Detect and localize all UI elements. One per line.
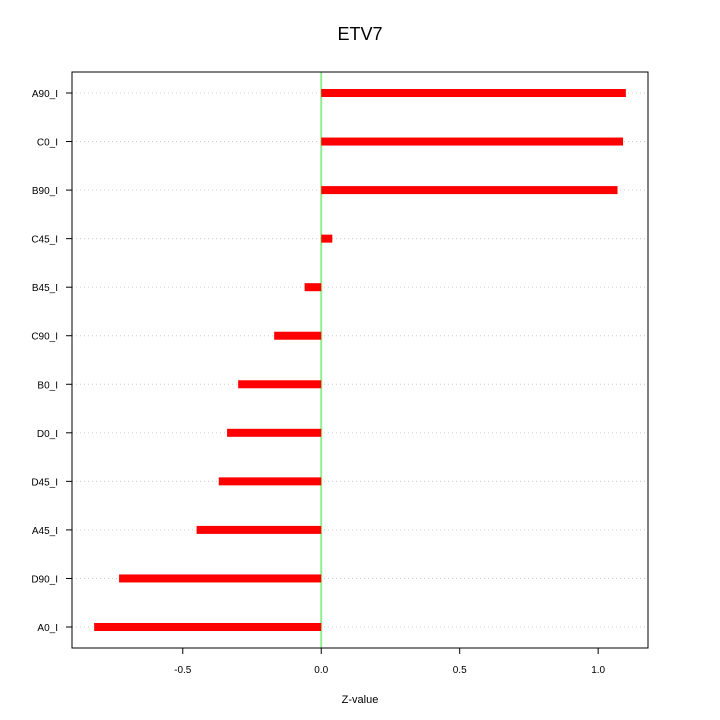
- y-tick-label: B90_I: [32, 186, 58, 197]
- y-tick-label: B0_I: [37, 380, 58, 391]
- bar-d90-i: [119, 574, 322, 583]
- grid-lines: [72, 92, 648, 628]
- y-tick-label: A0_I: [37, 623, 58, 634]
- bar-c45-i: [321, 234, 333, 243]
- y-tick-label: D90_I: [31, 574, 58, 585]
- y-tick-label: B45_I: [32, 283, 58, 294]
- x-tick-label: 0.0: [314, 665, 328, 676]
- bar-b45-i: [304, 283, 322, 292]
- y-tick-label: C0_I: [37, 138, 58, 149]
- x-axis: -0.5 0.0 0.5 1.0: [174, 648, 606, 676]
- bar-a45-i: [196, 525, 322, 534]
- bar-b0-i: [238, 380, 322, 389]
- y-tick-label: C45_I: [31, 235, 58, 246]
- y-tick-label: D0_I: [37, 429, 58, 440]
- x-tick-label: -0.5: [174, 665, 192, 676]
- bar-d0-i: [227, 428, 322, 437]
- y-axis: A90_I C0_I B90_I C45_I B45_I C90_I B0_I D0_I D45…: [31, 89, 72, 634]
- plot-frame: [71, 71, 649, 649]
- x-tick-label: 0.5: [453, 665, 467, 676]
- bar-d45-i: [218, 477, 322, 486]
- y-tick-label: D45_I: [31, 477, 58, 488]
- y-tick-label: C90_I: [31, 332, 58, 343]
- x-tick-label: 1.0: [591, 665, 605, 676]
- chart-title: ETV7: [337, 24, 382, 44]
- bar-b90-i: [321, 186, 618, 195]
- bars: [94, 89, 626, 631]
- y-tick-label: A45_I: [32, 526, 58, 537]
- bar-c0-i: [321, 137, 624, 146]
- x-axis-title: Z-value: [342, 694, 379, 706]
- bar-a90-i: [321, 89, 626, 97]
- bar-c90-i: [274, 331, 322, 340]
- bar-a0-i: [94, 623, 322, 631]
- y-tick-label: A90_I: [32, 89, 58, 100]
